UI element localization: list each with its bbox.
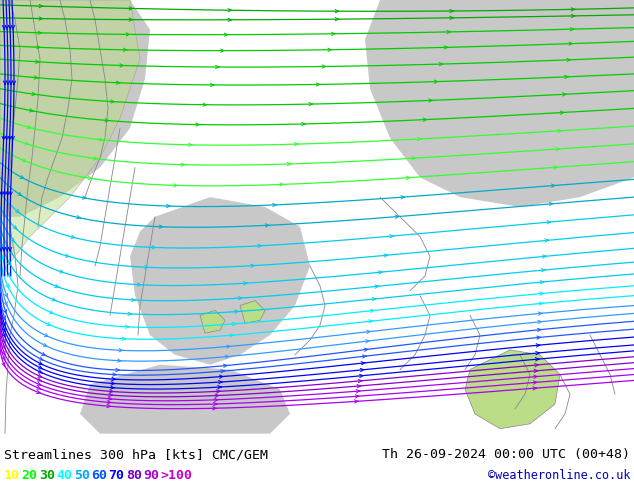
- Polygon shape: [200, 311, 225, 333]
- Polygon shape: [80, 365, 290, 434]
- Text: 90: 90: [143, 468, 159, 482]
- Polygon shape: [240, 300, 265, 323]
- Text: 10: 10: [4, 468, 20, 482]
- Text: 80: 80: [126, 468, 142, 482]
- Text: 50: 50: [74, 468, 89, 482]
- Text: 30: 30: [39, 468, 55, 482]
- Text: 60: 60: [91, 468, 107, 482]
- Polygon shape: [0, 0, 150, 217]
- Text: Th 26-09-2024 00:00 UTC (00+48): Th 26-09-2024 00:00 UTC (00+48): [382, 448, 630, 461]
- Polygon shape: [130, 197, 310, 365]
- Polygon shape: [365, 0, 634, 207]
- Text: 20: 20: [22, 468, 37, 482]
- Text: 70: 70: [108, 468, 124, 482]
- Text: 40: 40: [56, 468, 72, 482]
- Text: Streamlines 300 hPa [kts] CMC/GEM: Streamlines 300 hPa [kts] CMC/GEM: [4, 448, 268, 461]
- Text: ©weatheronline.co.uk: ©weatheronline.co.uk: [488, 468, 630, 482]
- Polygon shape: [0, 0, 140, 276]
- Text: >100: >100: [160, 468, 193, 482]
- Polygon shape: [465, 350, 560, 429]
